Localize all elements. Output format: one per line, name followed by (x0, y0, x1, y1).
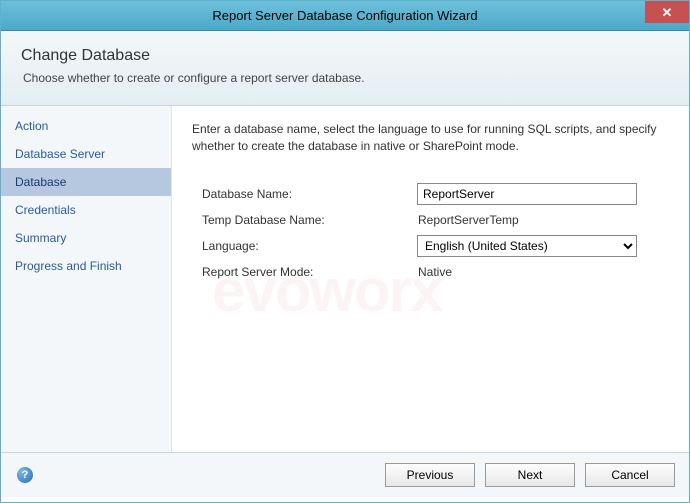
next-button[interactable]: Next (485, 463, 575, 487)
sidebar-item-database[interactable]: Database (1, 168, 171, 196)
row-temp-database-name: Temp Database Name: ReportServerTemp (192, 213, 669, 227)
sidebar-item-progress-finish[interactable]: Progress and Finish (1, 252, 171, 280)
row-report-server-mode: Report Server Mode: Native (192, 265, 669, 279)
label-report-server-mode: Report Server Mode: (192, 265, 417, 279)
instruction-text: Enter a database name, select the langua… (192, 121, 669, 155)
sidebar-item-summary[interactable]: Summary (1, 224, 171, 252)
row-language: Language: English (United States) (192, 235, 669, 257)
label-language: Language: (192, 239, 417, 253)
help-icon[interactable]: ? (17, 467, 33, 483)
help-glyph: ? (22, 469, 29, 481)
titlebar: Report Server Database Configuration Wiz… (1, 1, 689, 31)
wizard-steps-sidebar: Action Database Server Database Credenti… (1, 106, 171, 452)
row-database-name: Database Name: (192, 183, 669, 205)
content-area: Action Database Server Database Credenti… (1, 106, 689, 452)
close-icon: ✕ (662, 6, 673, 19)
select-language[interactable]: English (United States) (417, 235, 637, 257)
page-subtitle: Choose whether to create or configure a … (23, 71, 669, 85)
value-temp-database-name: ReportServerTemp (417, 213, 519, 227)
main-panel: evoworx Enter a database name, select th… (171, 106, 689, 452)
wizard-footer: ? Previous Next Cancel (1, 452, 689, 497)
value-report-server-mode: Native (417, 265, 452, 279)
label-database-name: Database Name: (192, 187, 417, 201)
sidebar-item-credentials[interactable]: Credentials (1, 196, 171, 224)
sidebar-item-database-server[interactable]: Database Server (1, 140, 171, 168)
close-button[interactable]: ✕ (645, 1, 689, 23)
wizard-header: Change Database Choose whether to create… (1, 31, 689, 106)
label-temp-database-name: Temp Database Name: (192, 213, 417, 227)
sidebar-item-action[interactable]: Action (1, 112, 171, 140)
window-title: Report Server Database Configuration Wiz… (212, 8, 477, 23)
input-database-name[interactable] (417, 183, 637, 205)
page-title: Change Database (21, 47, 669, 65)
cancel-button[interactable]: Cancel (585, 463, 675, 487)
previous-button[interactable]: Previous (385, 463, 475, 487)
